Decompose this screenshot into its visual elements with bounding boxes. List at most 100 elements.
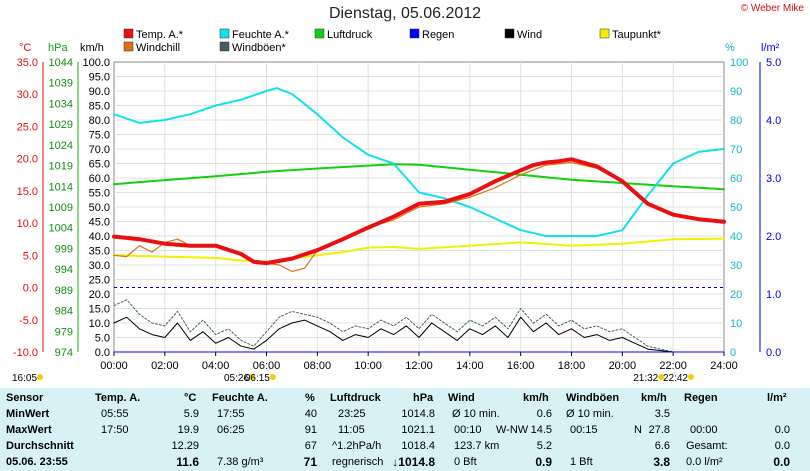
wind-tick-label: 40.0: [89, 231, 110, 243]
row-label-sensor: Sensor: [6, 392, 44, 404]
x-tick-label: 00:00: [100, 360, 128, 372]
pressure-axis-unit: hPa: [48, 42, 68, 54]
sun-event-icon: [269, 374, 276, 380]
humidity-tick-label: 100: [730, 57, 748, 69]
wind-max-direction: W-NW: [496, 424, 529, 436]
temp-current: 11.6: [176, 455, 199, 469]
wind-tick-label: 90.0: [89, 86, 110, 98]
legend-label: Windchill: [136, 42, 180, 54]
temp-tick-label: 10.0: [17, 218, 38, 230]
temp-max-time: 17:50: [101, 424, 129, 436]
rain-max: 0.0: [774, 424, 790, 436]
legend-swatch: [599, 28, 610, 39]
wind-tick-label: 0.0: [95, 347, 110, 359]
wind-tick-label: 35.0: [89, 246, 110, 258]
humidity-tick-label: 30: [730, 260, 742, 272]
gusts-min-time: Ø 10 min.: [566, 408, 614, 420]
humidity-avg: 67: [304, 440, 317, 452]
pressure-tick-label: 984: [55, 306, 73, 318]
wind-tick-label: 45.0: [89, 217, 110, 229]
wind-tick-label: 15.0: [89, 304, 110, 316]
pressure-min: 1014.8: [401, 408, 435, 420]
temp-max: 19.9: [177, 424, 199, 436]
legend-label: Wind: [517, 29, 542, 41]
temp-axis-unit: °C: [19, 42, 31, 54]
rain-header: Regen: [684, 392, 718, 404]
humidity-tick-label: 10: [730, 318, 742, 330]
series-line-wind: [113, 316, 725, 353]
x-tick-label: 24:00: [710, 360, 738, 372]
sun-event-icon: [687, 374, 694, 380]
humidity-tick-label: 20: [730, 289, 742, 301]
legend-label: Temp. A.*: [136, 29, 184, 41]
rain-tick-label: 4.0: [766, 115, 781, 127]
wind-tick-label: 50.0: [89, 202, 110, 214]
legend-label: Feuchte A.*: [232, 29, 290, 41]
series-line-luftdruck: [113, 163, 725, 191]
rain-max-time: 00:00: [690, 424, 718, 436]
pressure-tick-label: 1024: [49, 140, 73, 152]
pressure-avg: 1018.4: [401, 440, 435, 452]
humidity-unit: %: [305, 392, 315, 404]
sun-event-label: 21:32: [633, 373, 658, 384]
chart-legend: Temp. A.* Feuchte A.* Luftdruck Regen Wind Ta…: [123, 28, 662, 54]
wind-tick-label: 20.0: [89, 289, 110, 301]
wind-avg: 5.2: [536, 440, 552, 452]
temp-tick-label: 15.0: [17, 186, 38, 198]
gusts-unit: km/h: [641, 392, 667, 404]
pressure-tick-label: 1029: [49, 119, 73, 131]
wind-axis-unit: km/h: [80, 42, 104, 54]
x-tick-label: 10:00: [354, 360, 382, 372]
pressure-tick-label: 1004: [49, 223, 73, 235]
temp-tick-label: 25.0: [17, 121, 38, 133]
rain-tick-label: 2.0: [766, 231, 781, 243]
pressure-tick-label: 999: [55, 243, 73, 255]
temp-tick-label: 0.0: [23, 283, 38, 295]
rain-tick-label: 3.0: [766, 173, 781, 185]
rain-current-label: 0.0 l/m²: [686, 456, 723, 468]
humidity-header: Feuchte A.: [212, 392, 268, 404]
chart-grid: [114, 62, 724, 352]
rain-total: 0.0: [774, 440, 790, 452]
x-tick-label: 18:00: [558, 360, 586, 372]
temp-tick-label: 5.0: [23, 250, 38, 262]
series-line-temp-a: [112, 157, 726, 266]
wind-tick-label: 10.0: [89, 318, 110, 330]
pressure-tick-label: 1014: [49, 181, 73, 193]
rain-total-label: Gesamt:: [686, 440, 728, 452]
gusts-beaufort: 1 Bft: [570, 456, 593, 468]
wind-beaufort: 0 Bft: [454, 456, 477, 468]
temp-min: 5.9: [183, 408, 199, 420]
legend-swatch: [123, 28, 134, 39]
x-tick-label: 12:00: [405, 360, 433, 372]
gusts-max-direction: N: [634, 424, 642, 436]
humidity-tick-label: 50: [730, 202, 742, 214]
temp-tick-label: 30.0: [17, 89, 38, 101]
humidity-tick-label: 40: [730, 231, 742, 243]
x-tick-label: 08:00: [304, 360, 332, 372]
temp-avg: 12.29: [171, 440, 199, 452]
pressure-tick-label: 994: [55, 264, 73, 276]
series-line-windb-en: [113, 299, 725, 353]
legend-swatch: [504, 28, 515, 39]
x-tick-label: 14:00: [456, 360, 484, 372]
pressure-tick-label: 974: [55, 347, 73, 359]
sun-event-icon: [37, 374, 43, 380]
legend-swatch: [219, 28, 230, 39]
legend-swatch: [314, 28, 325, 39]
pressure-trend: ^1.2hPa/h: [332, 440, 382, 452]
humidity-current: 71: [303, 455, 317, 469]
copyright: © Weber Mike: [740, 3, 804, 14]
pressure-tick-label: 989: [55, 285, 73, 297]
wind-tick-label: 60.0: [89, 173, 110, 185]
wind-tick-label: 100.0: [82, 57, 110, 69]
wind-tick-label: 30.0: [89, 260, 110, 272]
pressure-tick-label: 1009: [49, 202, 73, 214]
x-tick-label: 06:00: [253, 360, 281, 372]
legend-swatch: [409, 28, 420, 39]
gusts-avg: 6.6: [654, 440, 670, 452]
temp-tick-label: -10.0: [13, 347, 38, 359]
sun-event-icon: [249, 374, 256, 380]
temp-tick-label: -5.0: [19, 315, 38, 327]
gusts-max: 27.8: [648, 424, 670, 436]
